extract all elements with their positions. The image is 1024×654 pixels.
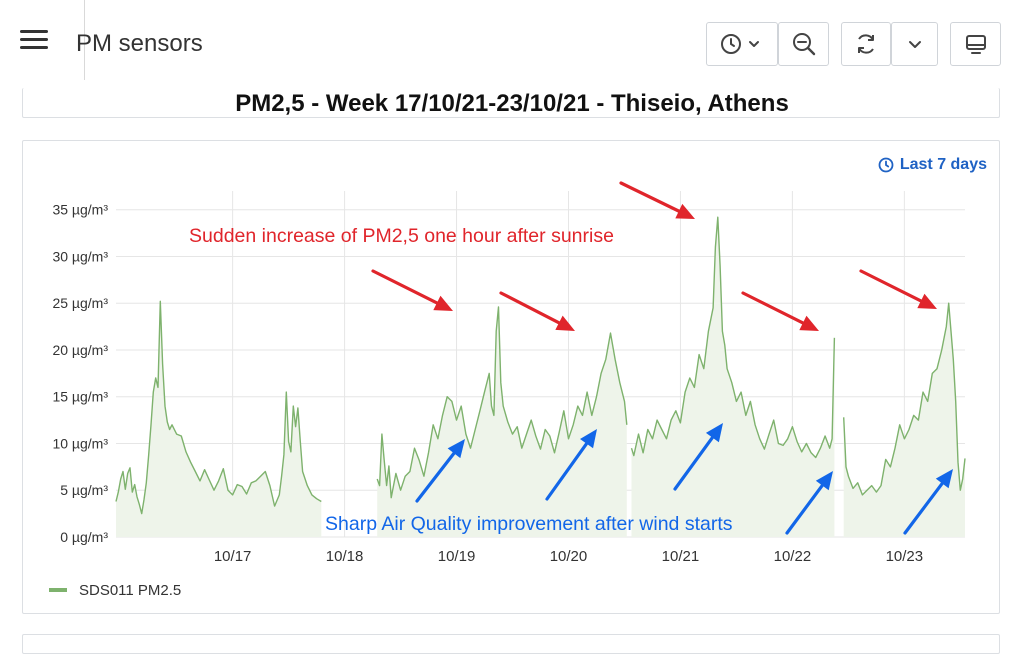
x-tick-label: 10/20 <box>550 548 588 565</box>
series-line <box>630 216 836 459</box>
pm25-graph-panel: 0 µg/m³ 5 µg/m³ 10 µg/m³ 15 µg/m³ 20 µg/m³ 25… <box>22 140 1000 614</box>
dashboard-title[interactable]: PM sensors <box>76 30 203 57</box>
clock-icon <box>878 157 894 173</box>
red-arrow <box>499 291 575 331</box>
time-range-badge[interactable]: Last 7 days <box>878 156 987 174</box>
y-tick-label: 10 µg/m³ <box>52 435 108 451</box>
series-area <box>631 217 835 537</box>
x-tick-label: 10/22 <box>774 548 812 565</box>
y-tick-label: 0 µg/m³ <box>60 529 108 545</box>
time-picker-button[interactable] <box>706 22 778 66</box>
title-text-panel: PM2,5 - Week 17/10/21-23/10/21 - Thiseio… <box>22 88 1000 118</box>
panel-heading: PM2,5 - Week 17/10/21-23/10/21 - Thiseio… <box>235 90 789 117</box>
pm25-line-chart: 0 µg/m³ 5 µg/m³ 10 µg/m³ 15 µg/m³ 20 µg/m³ 25… <box>49 181 966 599</box>
chevron-down-icon <box>908 41 921 48</box>
zoom-out-button[interactable] <box>778 22 829 66</box>
x-tick-label: 10/17 <box>214 548 252 565</box>
monitor-icon <box>965 35 986 54</box>
refresh-button[interactable] <box>841 22 891 66</box>
zoom-out-icon <box>792 33 815 56</box>
y-tick-label: 5 µg/m³ <box>60 482 108 498</box>
navbar-divider <box>84 0 85 80</box>
top-navbar: PM sensors <box>0 0 1024 90</box>
legend-label[interactable]: SDS011 PM2.5 <box>79 582 181 599</box>
series-line <box>376 306 628 499</box>
blue-arrow <box>673 423 723 491</box>
blue-arrow <box>415 439 465 503</box>
y-tick-label: 20 µg/m³ <box>52 342 108 358</box>
red-arrow <box>741 291 819 331</box>
red-arrow <box>859 269 937 309</box>
series-area <box>377 307 627 537</box>
x-tick-label: 10/18 <box>326 548 364 565</box>
time-range-label: Last 7 days <box>899 156 987 173</box>
blue-arrow <box>785 471 833 535</box>
refresh-icon <box>858 34 874 54</box>
next-panel-edge <box>22 634 1000 654</box>
annotation-sunrise: Sudden increase of PM2,5 one hour after … <box>189 225 614 247</box>
blue-arrow <box>903 469 953 535</box>
y-tick-label: 30 µg/m³ <box>52 248 108 264</box>
series-line <box>843 302 966 496</box>
x-tick-label: 10/21 <box>662 548 700 565</box>
y-tick-label: 25 µg/m³ <box>52 295 108 311</box>
y-tick-label: 35 µg/m³ <box>52 202 108 218</box>
red-arrow <box>371 269 453 311</box>
hamburger-menu-icon[interactable] <box>18 26 54 56</box>
blue-arrow <box>545 429 597 501</box>
tv-mode-button[interactable] <box>950 22 1001 66</box>
series-area <box>843 303 965 537</box>
y-tick-label: 15 µg/m³ <box>52 389 108 405</box>
x-tick-label: 10/23 <box>886 548 924 565</box>
annotation-wind: Sharp Air Quality improvement after wind… <box>325 513 733 535</box>
clock-icon <box>721 34 759 54</box>
x-tick-label: 10/19 <box>438 548 476 565</box>
series-area <box>116 301 322 537</box>
refresh-interval-dropdown[interactable] <box>891 22 938 66</box>
legend-swatch <box>49 588 67 592</box>
red-arrow <box>619 181 695 219</box>
series-line <box>115 300 322 515</box>
